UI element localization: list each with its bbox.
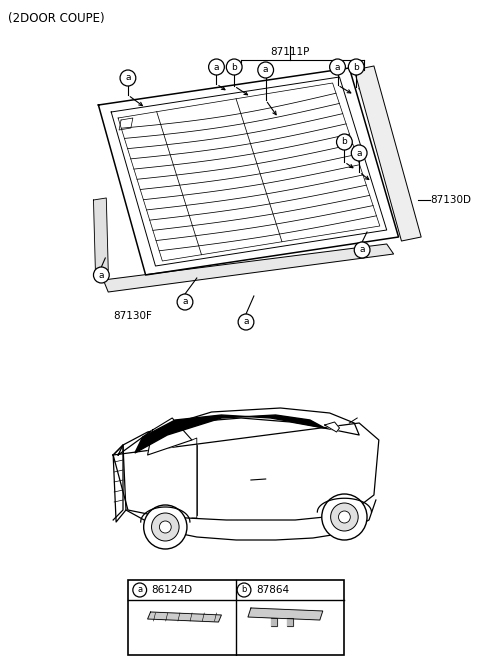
Text: b: b bbox=[353, 62, 359, 72]
Polygon shape bbox=[148, 612, 221, 622]
Circle shape bbox=[133, 583, 146, 597]
Circle shape bbox=[237, 583, 251, 597]
Circle shape bbox=[338, 511, 350, 523]
Circle shape bbox=[94, 267, 109, 283]
Circle shape bbox=[177, 294, 193, 310]
Circle shape bbox=[331, 503, 358, 531]
Circle shape bbox=[238, 314, 254, 330]
Text: 87111P: 87111P bbox=[271, 47, 310, 57]
Text: a: a bbox=[137, 586, 142, 594]
Circle shape bbox=[351, 145, 367, 161]
Circle shape bbox=[258, 62, 274, 78]
Circle shape bbox=[209, 59, 224, 75]
Polygon shape bbox=[135, 415, 325, 453]
Circle shape bbox=[354, 242, 370, 258]
Text: a: a bbox=[357, 148, 362, 157]
Text: a: a bbox=[360, 245, 365, 255]
Text: a: a bbox=[214, 62, 219, 72]
Polygon shape bbox=[148, 418, 192, 455]
Text: 87130D: 87130D bbox=[430, 195, 471, 205]
Circle shape bbox=[227, 59, 242, 75]
Circle shape bbox=[330, 59, 346, 75]
Text: b: b bbox=[342, 138, 347, 146]
Bar bbox=[128, 580, 345, 655]
Text: a: a bbox=[243, 318, 249, 327]
Circle shape bbox=[120, 70, 136, 86]
Circle shape bbox=[322, 494, 367, 540]
Polygon shape bbox=[288, 618, 293, 626]
Text: b: b bbox=[231, 62, 237, 72]
Polygon shape bbox=[94, 198, 108, 272]
Polygon shape bbox=[103, 244, 394, 292]
Polygon shape bbox=[118, 408, 359, 455]
Polygon shape bbox=[325, 422, 339, 432]
Polygon shape bbox=[248, 608, 323, 620]
Text: a: a bbox=[125, 73, 131, 83]
Circle shape bbox=[152, 513, 179, 541]
Text: b: b bbox=[241, 586, 247, 594]
Text: a: a bbox=[335, 62, 340, 72]
Circle shape bbox=[144, 505, 187, 549]
Circle shape bbox=[336, 134, 352, 150]
Circle shape bbox=[159, 521, 171, 533]
Text: (2DOOR COUPE): (2DOOR COUPE) bbox=[8, 12, 105, 25]
Text: a: a bbox=[263, 66, 268, 75]
Polygon shape bbox=[113, 423, 379, 520]
Text: 86124D: 86124D bbox=[152, 585, 192, 595]
Text: a: a bbox=[98, 270, 104, 279]
Polygon shape bbox=[113, 445, 123, 520]
Text: 87864: 87864 bbox=[256, 585, 289, 595]
Circle shape bbox=[348, 59, 364, 75]
Polygon shape bbox=[271, 618, 276, 626]
Text: 87130F: 87130F bbox=[114, 311, 153, 321]
Polygon shape bbox=[354, 66, 421, 241]
Text: a: a bbox=[182, 298, 188, 306]
